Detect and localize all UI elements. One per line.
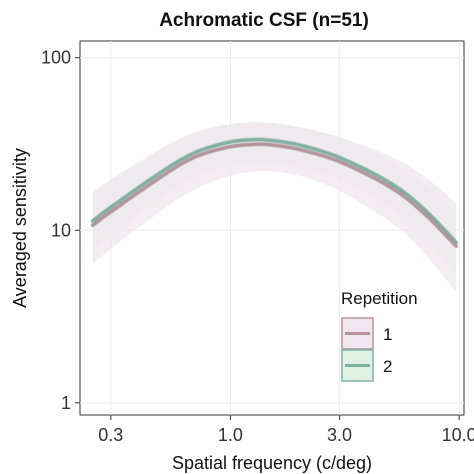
x-tick-label: 10.0 xyxy=(442,425,474,445)
x-tick-label: 1.0 xyxy=(218,425,243,445)
line-series-1 xyxy=(91,142,458,248)
chart-title: Achromatic CSF (n=51) xyxy=(159,10,369,31)
confidence-band-series-1 xyxy=(92,122,457,292)
y-tick-label: 10 xyxy=(51,220,71,240)
line-series-2 xyxy=(91,138,458,244)
series-lines xyxy=(90,137,459,249)
plot-panel xyxy=(79,40,465,416)
legend-label-series-1: 1 xyxy=(383,325,392,344)
y-axis-label: Averaged sensitivity xyxy=(10,148,30,308)
legend: Repetition 1 2 xyxy=(341,289,418,382)
legend-label-series-2: 2 xyxy=(383,357,392,376)
y-tick-label: 1 xyxy=(61,393,71,413)
x-axis-label: Spatial frequency (c/deg) xyxy=(172,453,372,473)
x-tick-label: 0.3 xyxy=(98,425,123,445)
x-axis: 0.3 1.0 3.0 10.0 xyxy=(98,415,474,445)
gridlines xyxy=(80,41,464,415)
x-tick-label: 3.0 xyxy=(327,425,352,445)
y-axis: 1 10 100 xyxy=(41,48,80,413)
y-tick-label: 100 xyxy=(41,48,71,68)
legend-title: Repetition xyxy=(341,289,418,308)
